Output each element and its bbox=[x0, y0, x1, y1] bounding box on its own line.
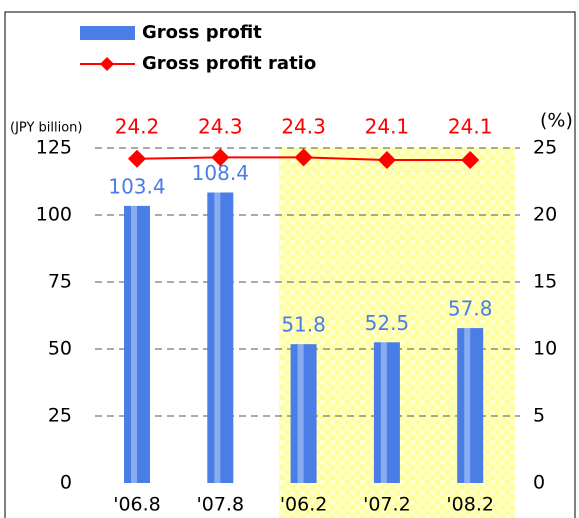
marker bbox=[128, 149, 146, 168]
legend-swatch bbox=[80, 26, 135, 40]
y2-tick-label: 20 bbox=[533, 204, 557, 226]
y-tick-label: 75 bbox=[48, 271, 72, 293]
y2-tick-label: 10 bbox=[533, 338, 557, 360]
marker bbox=[294, 148, 313, 167]
y-axis-label: (JPY billion) bbox=[10, 121, 83, 136]
data-label: 52.5 bbox=[365, 311, 410, 335]
data-label: 103.4 bbox=[108, 174, 165, 198]
data-label: 24.3 bbox=[281, 115, 326, 139]
y-tick-label: 0 bbox=[60, 472, 72, 494]
data-label: 24.1 bbox=[365, 115, 410, 139]
marker bbox=[211, 148, 230, 167]
y2-tick-label: 15 bbox=[533, 271, 557, 293]
bar bbox=[290, 344, 317, 483]
y2-axis-label: (%) bbox=[540, 110, 573, 132]
frame bbox=[4, 11, 576, 518]
bar bbox=[457, 328, 484, 483]
x-tick-label: '07.2 bbox=[363, 494, 411, 516]
y-tick-label: 25 bbox=[48, 405, 72, 427]
y-tick-label: 100 bbox=[36, 204, 72, 226]
bar-shine bbox=[380, 342, 387, 483]
y-tick-label: 50 bbox=[48, 338, 72, 360]
y2-tick-label: 25 bbox=[533, 137, 557, 159]
y-tick-label: 125 bbox=[36, 137, 72, 159]
x-tick-label: '06.2 bbox=[280, 494, 328, 516]
x-tick-label: '06.8 bbox=[113, 494, 161, 516]
bar-shine bbox=[131, 205, 137, 483]
legend-label: Gross profit bbox=[142, 22, 262, 43]
bar bbox=[373, 342, 400, 483]
x-tick-label: '08.2 bbox=[446, 494, 494, 516]
y2-tick-label: 5 bbox=[533, 405, 545, 427]
x-tick-label: '07.8 bbox=[197, 494, 245, 516]
data-label: 24.1 bbox=[448, 115, 493, 139]
legend-label: Gross profit ratio bbox=[142, 53, 316, 74]
data-label: 57.8 bbox=[448, 297, 493, 321]
bar-shine bbox=[297, 344, 304, 483]
bar-shine bbox=[214, 192, 221, 483]
marker bbox=[377, 151, 396, 170]
legend-swatch bbox=[100, 57, 114, 71]
bar-shine bbox=[464, 328, 471, 483]
data-label: 24.2 bbox=[115, 115, 160, 139]
y2-tick-label: 0 bbox=[533, 472, 545, 494]
data-label: 51.8 bbox=[281, 313, 326, 337]
data-label: 24.3 bbox=[198, 115, 243, 139]
bar bbox=[207, 192, 234, 483]
marker bbox=[461, 151, 480, 170]
bar bbox=[124, 205, 150, 483]
